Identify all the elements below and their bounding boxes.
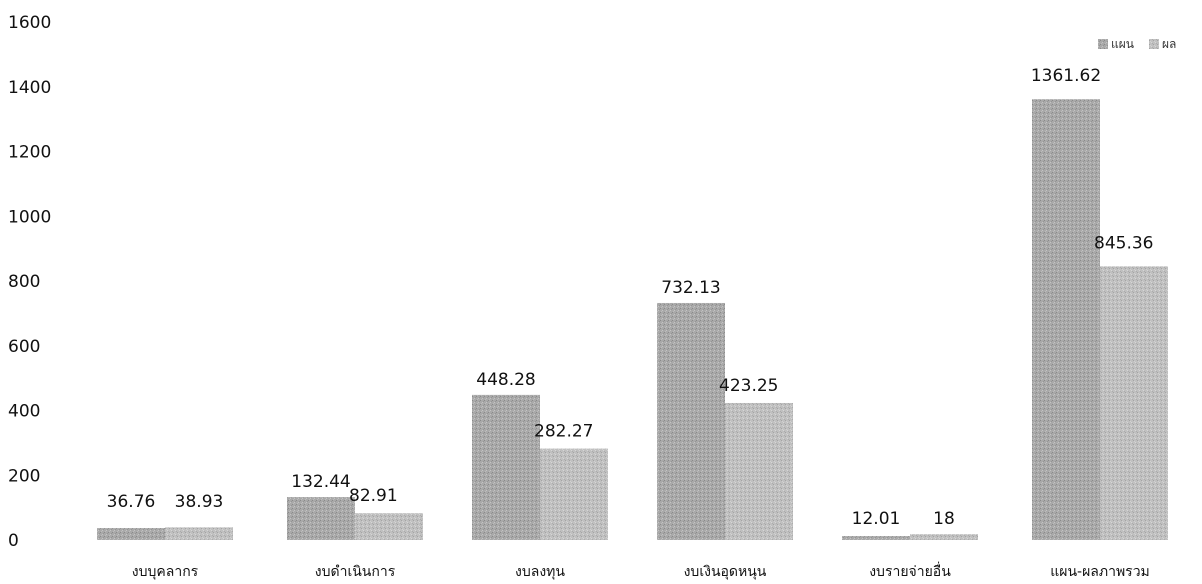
bar-result [910, 534, 978, 540]
y-tick-label: 400 [8, 402, 40, 422]
y-tick-label: 800 [8, 272, 40, 292]
x-tick-label: งบเงินอุดหนุน [684, 564, 767, 580]
data-label-plan: 12.01 [852, 509, 901, 529]
data-label-plan: 36.76 [107, 492, 156, 512]
bar-result [725, 402, 793, 540]
bar-plan [472, 394, 540, 540]
legend-swatch-plan [1098, 39, 1108, 49]
y-tick-label: 1400 [8, 78, 51, 98]
y-tick-label: 200 [8, 466, 40, 486]
bar-plan [97, 528, 165, 540]
bar-result [355, 513, 423, 540]
bar-plan [1032, 99, 1100, 540]
legend-label-result: ผล [1162, 37, 1176, 51]
data-label-result: 82.91 [349, 486, 398, 506]
x-axis: งบบุคลากร งบดำเนินการ งบลงทุน งบเงินอุดหนุน… [132, 562, 1150, 580]
y-axis: 0 200 400 600 800 1000 1200 1400 1600 [8, 13, 51, 551]
x-tick-label: งบรายจ่ายอื่น [869, 562, 951, 580]
y-tick-label: 600 [8, 337, 40, 357]
legend-swatch-result [1149, 39, 1159, 49]
data-label-plan: 132.44 [291, 472, 350, 492]
x-tick-label: แผน-ผลภาพรวม [1050, 564, 1150, 580]
y-tick-label: 0 [8, 531, 19, 551]
bar-result [540, 448, 608, 540]
data-label-plan: 1361.62 [1031, 66, 1101, 86]
x-tick-label: งบลงทุน [515, 564, 565, 580]
bar-plan [657, 302, 725, 540]
legend-label-plan: แผน [1111, 37, 1134, 51]
data-label-plan: 448.28 [476, 370, 535, 390]
data-label-result: 38.93 [175, 492, 224, 512]
x-tick-label: งบบุคลากร [132, 564, 199, 580]
data-label-result: 282.27 [534, 422, 593, 442]
data-label-result: 18 [933, 509, 955, 529]
bars [97, 99, 1168, 540]
bar-plan [842, 536, 910, 540]
bar-plan [287, 497, 355, 540]
y-tick-label: 1000 [8, 207, 51, 227]
legend: แผน ผล [1098, 37, 1176, 51]
x-tick-label: งบดำเนินการ [315, 564, 396, 580]
bar-result [165, 527, 233, 540]
bar-result [1100, 266, 1168, 540]
y-tick-label: 1200 [8, 143, 51, 163]
data-label-plan: 732.13 [661, 278, 720, 298]
data-label-result: 845.36 [1094, 233, 1153, 253]
y-tick-label: 1600 [8, 13, 51, 33]
data-label-result: 423.25 [719, 376, 778, 396]
